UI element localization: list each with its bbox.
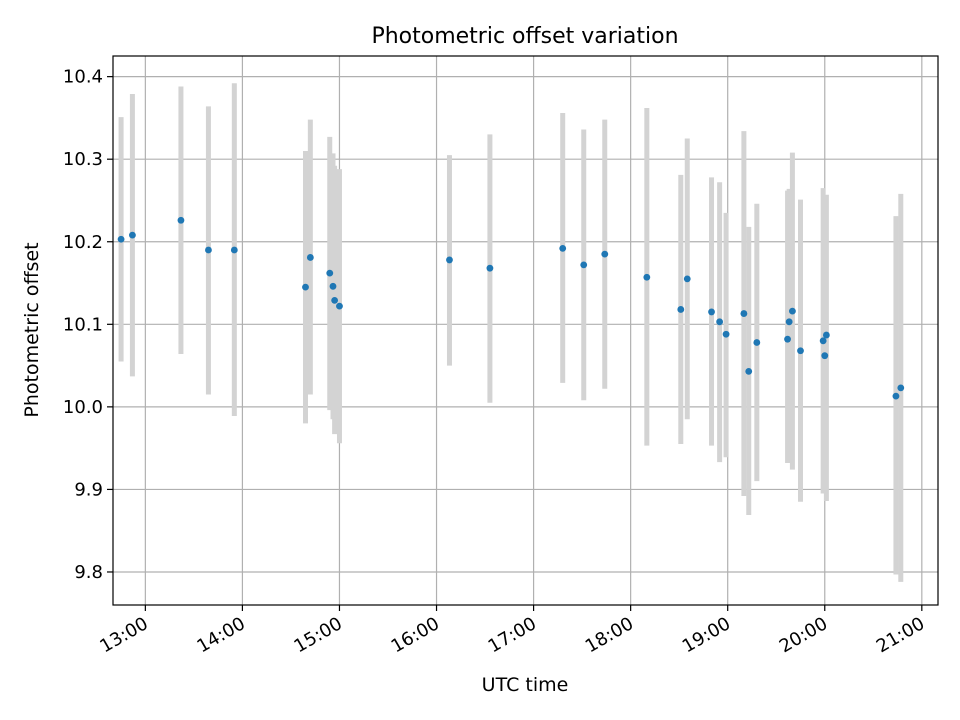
x-tick-label: 13:00	[96, 613, 151, 657]
y-axis-label: Photometric offset	[21, 242, 43, 417]
y-tick-label: 10.3	[63, 149, 103, 170]
data-point	[601, 250, 609, 258]
data-point	[129, 231, 136, 239]
y-tick-label: 10.0	[63, 397, 103, 418]
data-point	[892, 392, 900, 400]
plot-area-frame	[112, 55, 939, 606]
data-point	[205, 246, 212, 254]
x-axis-label: UTC time	[482, 674, 569, 696]
data-point	[797, 347, 804, 355]
data-point	[580, 261, 588, 269]
y-tick-label: 9.8	[74, 562, 103, 583]
data-point	[306, 254, 314, 261]
y-tick-label: 9.9	[74, 479, 103, 500]
data-point	[897, 384, 905, 392]
data-point	[821, 352, 829, 360]
data-point	[740, 310, 748, 317]
data-point	[708, 308, 715, 316]
x-tick-label: 17:00	[485, 613, 540, 657]
data-point	[177, 216, 185, 224]
data-point	[785, 318, 793, 326]
data-point	[559, 244, 567, 252]
data-point	[722, 330, 730, 338]
data-point	[329, 282, 337, 290]
data-point	[331, 296, 339, 304]
data-point	[784, 335, 791, 343]
data-point	[683, 275, 691, 283]
data-point	[753, 339, 761, 346]
data-point	[326, 269, 334, 277]
data-point	[117, 235, 125, 243]
error-bars	[118, 83, 904, 582]
x-axis-ticks: 13:00 14:00 15:00 16:00 17:00 18:00 19:00 20:00…	[96, 605, 928, 657]
y-axis-ticks: 9.8 9.9 10.0 10.1 10.2 10.3 10.4	[63, 67, 113, 583]
x-tick-label: 21:00	[873, 613, 928, 657]
data-point	[336, 302, 343, 310]
data-point	[819, 337, 827, 345]
y-tick-label: 10.2	[63, 232, 103, 253]
x-tick-label: 14:00	[193, 613, 248, 657]
x-tick-label: 15:00	[291, 613, 346, 657]
data-point	[230, 246, 238, 254]
data-point	[486, 264, 494, 272]
data-point	[643, 273, 651, 281]
x-tick-label: 16:00	[388, 613, 443, 657]
x-tick-label: 20:00	[776, 613, 831, 657]
y-tick-label: 10.4	[63, 67, 103, 88]
data-point	[716, 318, 724, 326]
data-points	[117, 216, 905, 400]
data-point	[822, 331, 830, 339]
data-point	[446, 256, 453, 264]
data-point	[302, 283, 309, 291]
data-point	[677, 306, 685, 313]
x-tick-label: 18:00	[582, 613, 637, 657]
x-tick-label: 19:00	[679, 613, 734, 657]
chart-title: Photometric offset variation	[371, 24, 678, 49]
y-tick-label: 10.1	[63, 314, 103, 335]
data-point	[745, 367, 753, 375]
data-point	[789, 307, 796, 315]
